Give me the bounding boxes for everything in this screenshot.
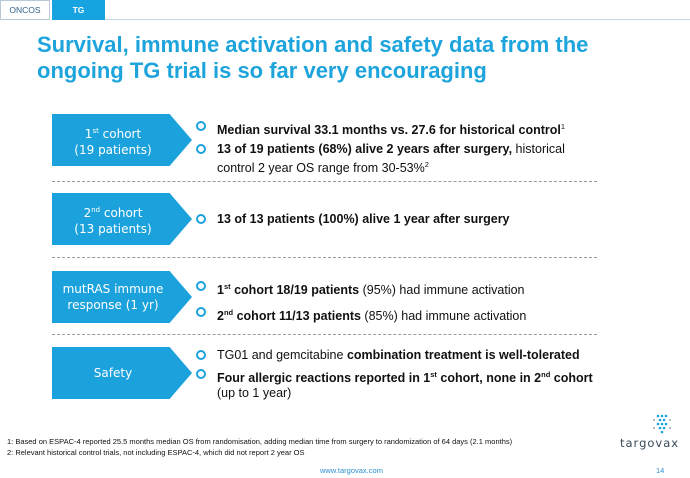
bullet-ring-icon bbox=[196, 369, 206, 379]
bullet-ring-icon bbox=[196, 214, 206, 224]
row-divider bbox=[52, 257, 597, 258]
bullet-item: 2nd cohort 11/13 patients (85%) had immu… bbox=[196, 305, 596, 324]
safety-label: Safety bbox=[52, 347, 192, 399]
immune-response-label-line2: response (1 yr) bbox=[67, 298, 159, 312]
footnote-2: 2: Relevant historical control trials, n… bbox=[7, 448, 305, 457]
bullet-item: Median survival 33.1 months vs. 27.6 for… bbox=[196, 119, 596, 138]
cohort-1-label: 1st cohort (19 patients) bbox=[52, 114, 192, 166]
immune-response-label: mutRAS immune response (1 yr) bbox=[52, 271, 192, 323]
cohort-2-bullets: 13 of 13 patients (100%) alive 1 year af… bbox=[196, 212, 596, 227]
cohort-2-label-line2: (13 patients) bbox=[74, 221, 152, 236]
cohort-2-label-line1: 2nd cohort bbox=[83, 205, 143, 220]
footer-url[interactable]: www.targovax.com bbox=[320, 466, 383, 475]
row-divider bbox=[52, 334, 597, 335]
logo-mark-icon bbox=[653, 414, 671, 434]
footnotes: 1: Based on ESPAC-4 reported 25.5 months… bbox=[7, 436, 512, 458]
bullet-item: Four allergic reactions reported in 1st … bbox=[196, 367, 596, 401]
cohort-2-label: 2nd cohort (13 patients) bbox=[52, 193, 192, 245]
bullet-item: 13 of 13 patients (100%) alive 1 year af… bbox=[196, 212, 596, 227]
cohort-1-label-line1: 1st cohort bbox=[84, 126, 142, 141]
row-divider bbox=[52, 181, 597, 182]
bullet-ring-icon bbox=[196, 144, 206, 155]
bullet-item: 1st cohort 18/19 patients (95%) had immu… bbox=[196, 279, 596, 298]
tab-oncos[interactable]: ONCOS bbox=[0, 0, 50, 20]
header-rule bbox=[105, 19, 690, 20]
bullet-item: TG01 and gemcitabine combination treatme… bbox=[196, 348, 596, 363]
targovax-logo: targovax bbox=[620, 412, 682, 452]
tab-tg[interactable]: TG bbox=[52, 0, 105, 20]
logo-wordmark: targovax bbox=[620, 436, 680, 450]
slide-title: Survival, immune activation and safety d… bbox=[37, 32, 589, 83]
bullet-ring-icon bbox=[196, 281, 206, 291]
bullet-ring-icon bbox=[196, 307, 206, 318]
immune-response-label-line1: mutRAS immune bbox=[62, 282, 164, 296]
immune-response-bullets: 1st cohort 18/19 patients (95%) had immu… bbox=[196, 279, 596, 324]
cohort-1-label-line2: (19 patients) bbox=[74, 142, 152, 157]
bullet-item: 13 of 19 patients (68%) alive 2 years af… bbox=[196, 142, 596, 176]
footnote-1: 1: Based on ESPAC-4 reported 25.5 months… bbox=[7, 437, 513, 446]
cohort-1-bullets: Median survival 33.1 months vs. 27.6 for… bbox=[196, 119, 596, 176]
section-tabs: ONCOS TG bbox=[0, 0, 105, 20]
page-number: 14 bbox=[656, 466, 665, 475]
safety-label-text: Safety bbox=[93, 366, 133, 380]
safety-bullets: TG01 and gemcitabine combination treatme… bbox=[196, 348, 596, 401]
bullet-ring-icon bbox=[196, 350, 206, 360]
bullet-ring-icon bbox=[196, 121, 206, 131]
